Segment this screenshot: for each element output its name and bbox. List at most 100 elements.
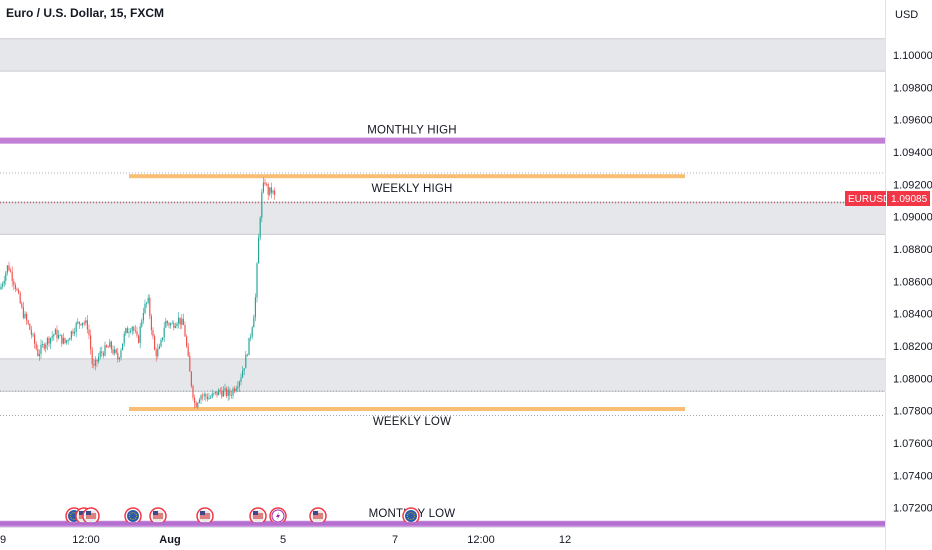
candle-body [179,317,181,325]
candle-body [142,312,144,321]
time-tick-label: 29 [0,534,6,546]
candle-body [14,284,16,290]
candle-body [134,330,136,332]
candle-body [3,280,5,284]
candle-body [259,217,261,238]
level-line-weekly[interactable] [129,406,685,411]
candle-body [202,395,204,397]
candle-body [106,345,108,347]
candle-body [128,332,130,333]
us-flag-icon[interactable] [82,507,100,525]
candle-body [235,388,237,391]
candle-body [147,297,149,303]
price-tag-bg [887,191,930,206]
candle-body [272,190,274,193]
time-tick-label: 7 [392,534,398,546]
candle-body [126,328,128,333]
candle-body [40,344,42,354]
candle-body [86,320,88,330]
candle-body [187,346,189,357]
price-tick-label: 1.09400 [893,147,932,159]
zone-1 [0,38,885,72]
candle-body [51,336,53,338]
candle-body [27,320,29,324]
us-flag-icon[interactable] [149,507,167,525]
currency-button[interactable]: USD [891,5,927,23]
candle-body [45,344,47,349]
candle-body [258,237,260,264]
last-price-tags: EURUSD 1.09085 [845,191,930,206]
candle-body [152,330,154,337]
time-axis[interactable]: 29 12:00 Aug 5 7 12:00 12 [0,527,885,547]
price-tick-label: 1.08800 [893,244,932,256]
candle-body [229,389,231,396]
candle-body [118,357,120,360]
price-tick-label: 1.09800 [893,82,932,94]
us-flag-icon[interactable] [196,507,214,525]
zone-2 [0,202,885,235]
candle-body [149,297,151,316]
candle-body [94,359,96,366]
candle-body [170,323,172,326]
price-tick-label: 1.08400 [893,309,932,321]
candle-body [182,318,184,326]
candle-body [155,349,157,357]
candle-body [125,328,127,334]
time-tick-label: 12:00 [72,534,100,546]
candle-body [162,337,164,340]
candle-body [96,359,98,362]
candle-body [206,396,208,400]
candle-body [254,297,256,318]
candle-body [237,386,239,389]
eu-flag-icon[interactable] [124,507,142,525]
candle-body [117,352,119,360]
candle-body [274,190,276,196]
candle-body [238,381,240,387]
candle-body [163,327,165,338]
candle-body [211,393,213,398]
price-tick-label: 1.07200 [893,503,932,515]
candle-body [77,321,79,324]
candle-body [178,317,180,324]
candle-body [176,323,178,327]
candle-body [112,349,114,354]
us-flag-icon[interactable] [309,507,327,525]
candle-body [157,348,159,357]
lightning-icon[interactable] [269,507,287,525]
level-line-weekly[interactable] [129,174,685,179]
candle-body [54,329,56,335]
candle-body [93,364,95,366]
candle-body [261,192,263,218]
time-tick-label: 12:00 [467,534,495,546]
candle-body [48,338,50,344]
candle-body [120,350,122,358]
candle-body [34,334,36,344]
candle-body [248,337,250,356]
candle-body [256,263,258,298]
level-line-monthly[interactable] [0,137,885,144]
candle-body [214,391,216,394]
candle-body [173,323,175,328]
candle-body [67,340,69,341]
candle-body [98,356,100,362]
us-flag-icon[interactable] [249,507,267,525]
candle-body [83,322,85,324]
candle-body [107,346,109,348]
candle-body [114,349,116,354]
candle-body [70,331,72,339]
price-axis[interactable]: 1.10000 1.09800 1.09600 1.09400 1.09200 1.090… [885,0,932,550]
candle-body [66,340,68,343]
candle-body [251,327,253,337]
candle-body [102,353,104,356]
eu-flag-icon[interactable] [402,507,420,525]
candle-body [16,289,18,291]
candle-body [80,323,82,326]
candle-body [109,341,111,348]
candle-body [30,329,32,335]
price-tick-label: 1.08000 [893,373,932,385]
candle-body [192,386,194,398]
candle-body [90,335,92,350]
candle-body [141,320,143,327]
price-tick-label: 1.09200 [893,179,932,191]
